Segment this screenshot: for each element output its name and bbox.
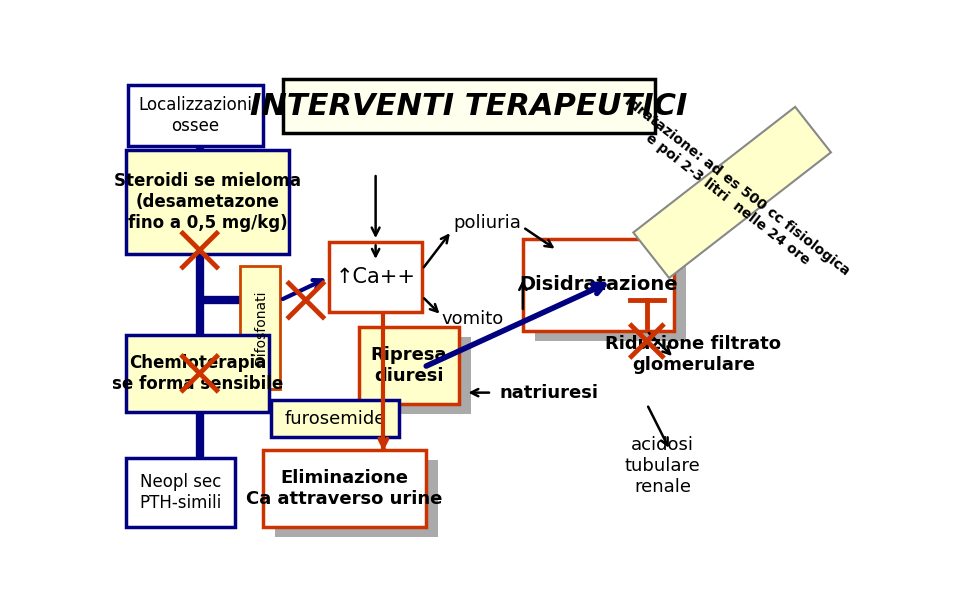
Text: Neopl sec
PTH-simili: Neopl sec PTH-simili bbox=[139, 473, 222, 512]
Text: acidosi
tubulare
renale: acidosi tubulare renale bbox=[624, 436, 700, 496]
Text: Difosfonati: Difosfonati bbox=[253, 289, 268, 365]
FancyBboxPatch shape bbox=[329, 242, 422, 312]
Text: Riduzione filtrato
glomerulare: Riduzione filtrato glomerulare bbox=[605, 335, 782, 373]
Text: Idratazione: ad es 500 cc fisiologica
e poi 2-3 litri  nelle 24 ore: Idratazione: ad es 500 cc fisiologica e … bbox=[612, 94, 853, 291]
FancyBboxPatch shape bbox=[275, 460, 437, 537]
FancyBboxPatch shape bbox=[126, 150, 289, 254]
FancyBboxPatch shape bbox=[283, 79, 655, 133]
Text: Disidratazione: Disidratazione bbox=[519, 275, 678, 294]
Text: natriuresi: natriuresi bbox=[500, 384, 598, 401]
FancyBboxPatch shape bbox=[633, 107, 830, 278]
FancyBboxPatch shape bbox=[534, 248, 686, 341]
Text: Localizzazioni
ossee: Localizzazioni ossee bbox=[138, 96, 252, 135]
FancyBboxPatch shape bbox=[264, 451, 426, 527]
Text: poliuria: poliuria bbox=[453, 214, 521, 232]
FancyBboxPatch shape bbox=[240, 266, 280, 389]
Text: Steroidi se mieloma
(desametazone
fino a 0,5 mg/kg): Steroidi se mieloma (desametazone fino a… bbox=[114, 172, 301, 232]
FancyBboxPatch shape bbox=[370, 337, 471, 414]
FancyBboxPatch shape bbox=[126, 335, 269, 412]
Text: Ripresa
diuresi: Ripresa diuresi bbox=[371, 347, 447, 385]
Text: furosemide: furosemide bbox=[284, 410, 386, 428]
Text: vomito: vomito bbox=[441, 311, 503, 328]
Text: Chemioterapia
se forma sensibile: Chemioterapia se forma sensibile bbox=[112, 354, 284, 393]
FancyBboxPatch shape bbox=[126, 458, 235, 527]
FancyBboxPatch shape bbox=[271, 400, 399, 437]
Text: ↑Ca++: ↑Ca++ bbox=[336, 267, 415, 287]
FancyBboxPatch shape bbox=[523, 239, 674, 331]
FancyBboxPatch shape bbox=[128, 85, 264, 146]
FancyBboxPatch shape bbox=[359, 327, 459, 404]
Text: Eliminazione
Ca attraverso urine: Eliminazione Ca attraverso urine bbox=[246, 470, 443, 509]
Text: INTERVENTI TERAPEUTICI: INTERVENTI TERAPEUTICI bbox=[250, 92, 688, 121]
